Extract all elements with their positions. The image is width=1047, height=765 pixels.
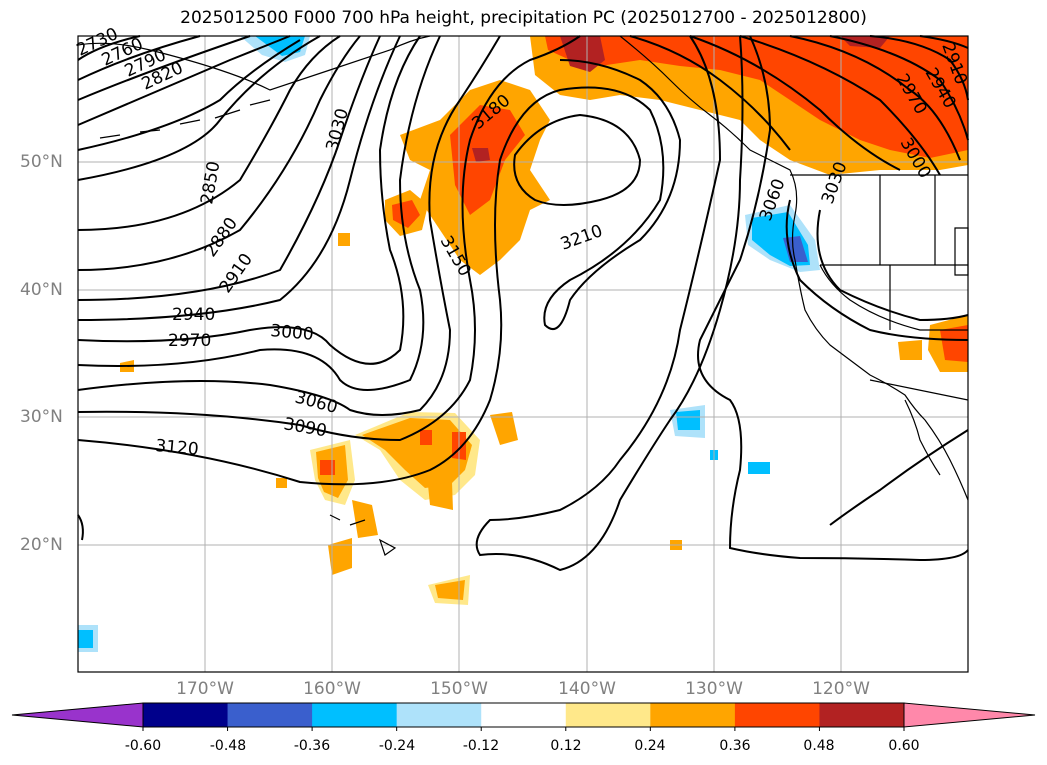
- colorbar-segment: [227, 703, 313, 727]
- colorbar-tick-label: 0.60: [888, 738, 920, 754]
- colorbar-segment: [650, 703, 736, 727]
- colorbar-frame: [142, 702, 905, 728]
- contour-label: 2940: [172, 305, 215, 325]
- graticule: [78, 36, 968, 672]
- contour-label: 3120: [155, 436, 200, 460]
- precip-negative-area: [748, 462, 770, 474]
- lat-label: 40°N: [20, 280, 63, 300]
- colorbar-segment: [565, 703, 651, 727]
- lat-label: 20°N: [20, 535, 63, 555]
- colorbar-extend-high: [903, 702, 1036, 728]
- colorbar-extend-low: [11, 702, 144, 728]
- precip-positive-area: [840, 36, 890, 48]
- precip-positive-area: [545, 36, 968, 158]
- precip-positive-area: [420, 430, 432, 445]
- lon-label: 120°W: [812, 679, 870, 699]
- precip-positive-area: [428, 482, 453, 510]
- contour-label: 2970: [168, 331, 211, 351]
- precip-positive-area: [435, 580, 465, 600]
- lon-label: 170°W: [176, 679, 234, 699]
- map-title: 2025012500 F000 700 hPa height, precipit…: [180, 8, 867, 28]
- precip-positive-area: [898, 340, 922, 360]
- precip-positive-area: [338, 233, 350, 246]
- colorbar-segment: [819, 703, 905, 727]
- colorbar-segment: [312, 703, 398, 727]
- precip-positive-area: [490, 412, 518, 445]
- colorbar-tick-label: 0.24: [634, 738, 666, 754]
- colorbar-tick-label: 0.36: [719, 738, 751, 754]
- colorbar-segment: [143, 703, 229, 727]
- lat-label: 50°N: [20, 152, 63, 172]
- lon-label: 150°W: [430, 679, 488, 699]
- lon-label: 130°W: [685, 679, 743, 699]
- coastlines: [77, 35, 969, 556]
- colorbar-tick-label: 0.48: [803, 738, 835, 754]
- lon-label: 160°W: [303, 679, 361, 699]
- precip-negative-area: [255, 36, 305, 56]
- precip-negative-area: [676, 410, 700, 430]
- colorbar-tick-label: -0.36: [293, 738, 331, 754]
- lat-label: 30°N: [20, 407, 63, 427]
- colorbar-tick-label: -0.60: [124, 738, 162, 754]
- colorbar-tick-label: -0.24: [378, 738, 416, 754]
- precip-positive-area: [352, 500, 378, 538]
- colorbar-segment: [734, 703, 820, 727]
- precip-positive-area: [392, 200, 420, 228]
- colorbar-segments: [11, 702, 1036, 728]
- precip-positive-area: [472, 148, 490, 162]
- precip-positive-area: [320, 460, 335, 475]
- colorbar-tick-marks: [142, 727, 905, 731]
- colorbar-tick-label: -0.48: [209, 738, 247, 754]
- precip-negative-area: [783, 236, 808, 262]
- height-contours: [77, 35, 969, 572]
- lon-label: 140°W: [558, 679, 616, 699]
- precip-positive-area: [940, 325, 968, 362]
- precip-positive-area: [328, 538, 352, 575]
- colorbar-tick-label: 0.12: [550, 738, 582, 754]
- colorbar-segment: [396, 703, 482, 727]
- contour-label: 3000: [270, 321, 315, 345]
- precip-positive-area: [362, 418, 472, 488]
- colorbar-tick-label: -0.12: [462, 738, 500, 754]
- map-frame: [77, 35, 969, 673]
- precip-negative-area: [78, 630, 93, 648]
- precip-positive-area: [276, 478, 287, 488]
- colorbar-segment: [481, 703, 567, 727]
